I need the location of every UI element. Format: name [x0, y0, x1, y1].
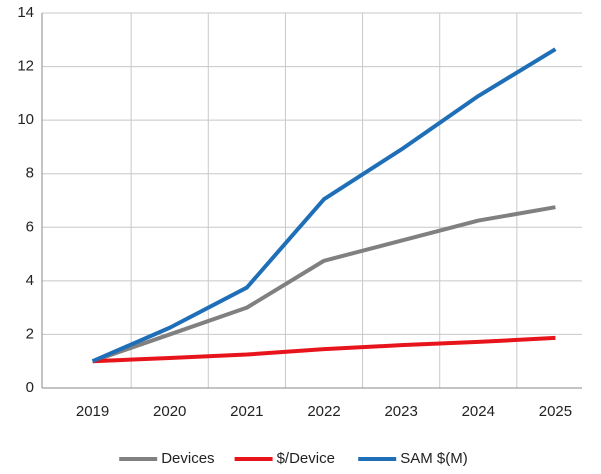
y-tick-label: 4	[26, 272, 34, 289]
y-tick-label: 2	[26, 325, 34, 342]
y-tick-label: 8	[26, 165, 34, 182]
y-tick-label: 10	[17, 111, 34, 128]
series-line	[91, 205, 556, 364]
legend-label: Devices	[161, 450, 214, 467]
legend-label: $/Device	[277, 450, 335, 467]
legend-label: SAM $(M)	[400, 450, 468, 467]
x-tick-label: 2023	[384, 403, 417, 420]
y-tick-label: 12	[17, 58, 34, 75]
y-tick-label: 14	[17, 4, 34, 21]
x-tick-label: 2019	[76, 403, 109, 420]
series-line	[92, 335, 556, 364]
x-tick-label: 2022	[307, 403, 340, 420]
series-line	[91, 47, 557, 364]
x-tick-label: 2025	[539, 403, 572, 420]
y-tick-label: 6	[26, 218, 34, 235]
x-tick-label: 2024	[462, 403, 495, 420]
x-tick-label: 2020	[153, 403, 186, 420]
y-tick-label: 0	[26, 379, 34, 396]
x-tick-label: 2021	[230, 403, 263, 420]
